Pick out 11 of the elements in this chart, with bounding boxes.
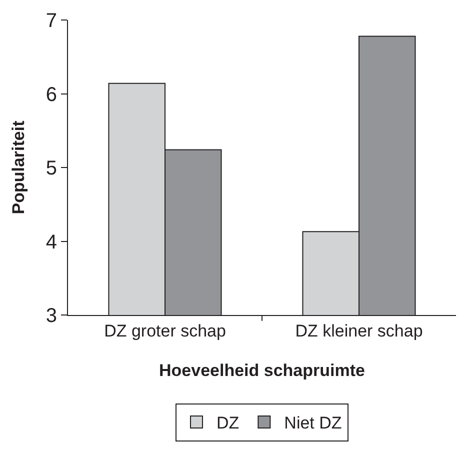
x-tick-label: DZ kleiner schap — [295, 321, 423, 340]
x-tick-label: DZ groter schap — [104, 321, 226, 340]
y-axis-title: Populariteit — [9, 120, 28, 214]
y-tick-label: 7 — [46, 10, 57, 32]
legend-label: DZ — [216, 414, 240, 433]
y-tick-label: 6 — [46, 84, 57, 106]
legend-label: Niet DZ — [284, 414, 342, 433]
y-tick-label: 5 — [46, 158, 57, 180]
y-tick-label: 3 — [46, 305, 57, 327]
x-axis-title: Hoeveelheid schapruimte — [159, 361, 365, 380]
y-tick-label: 4 — [46, 231, 57, 254]
